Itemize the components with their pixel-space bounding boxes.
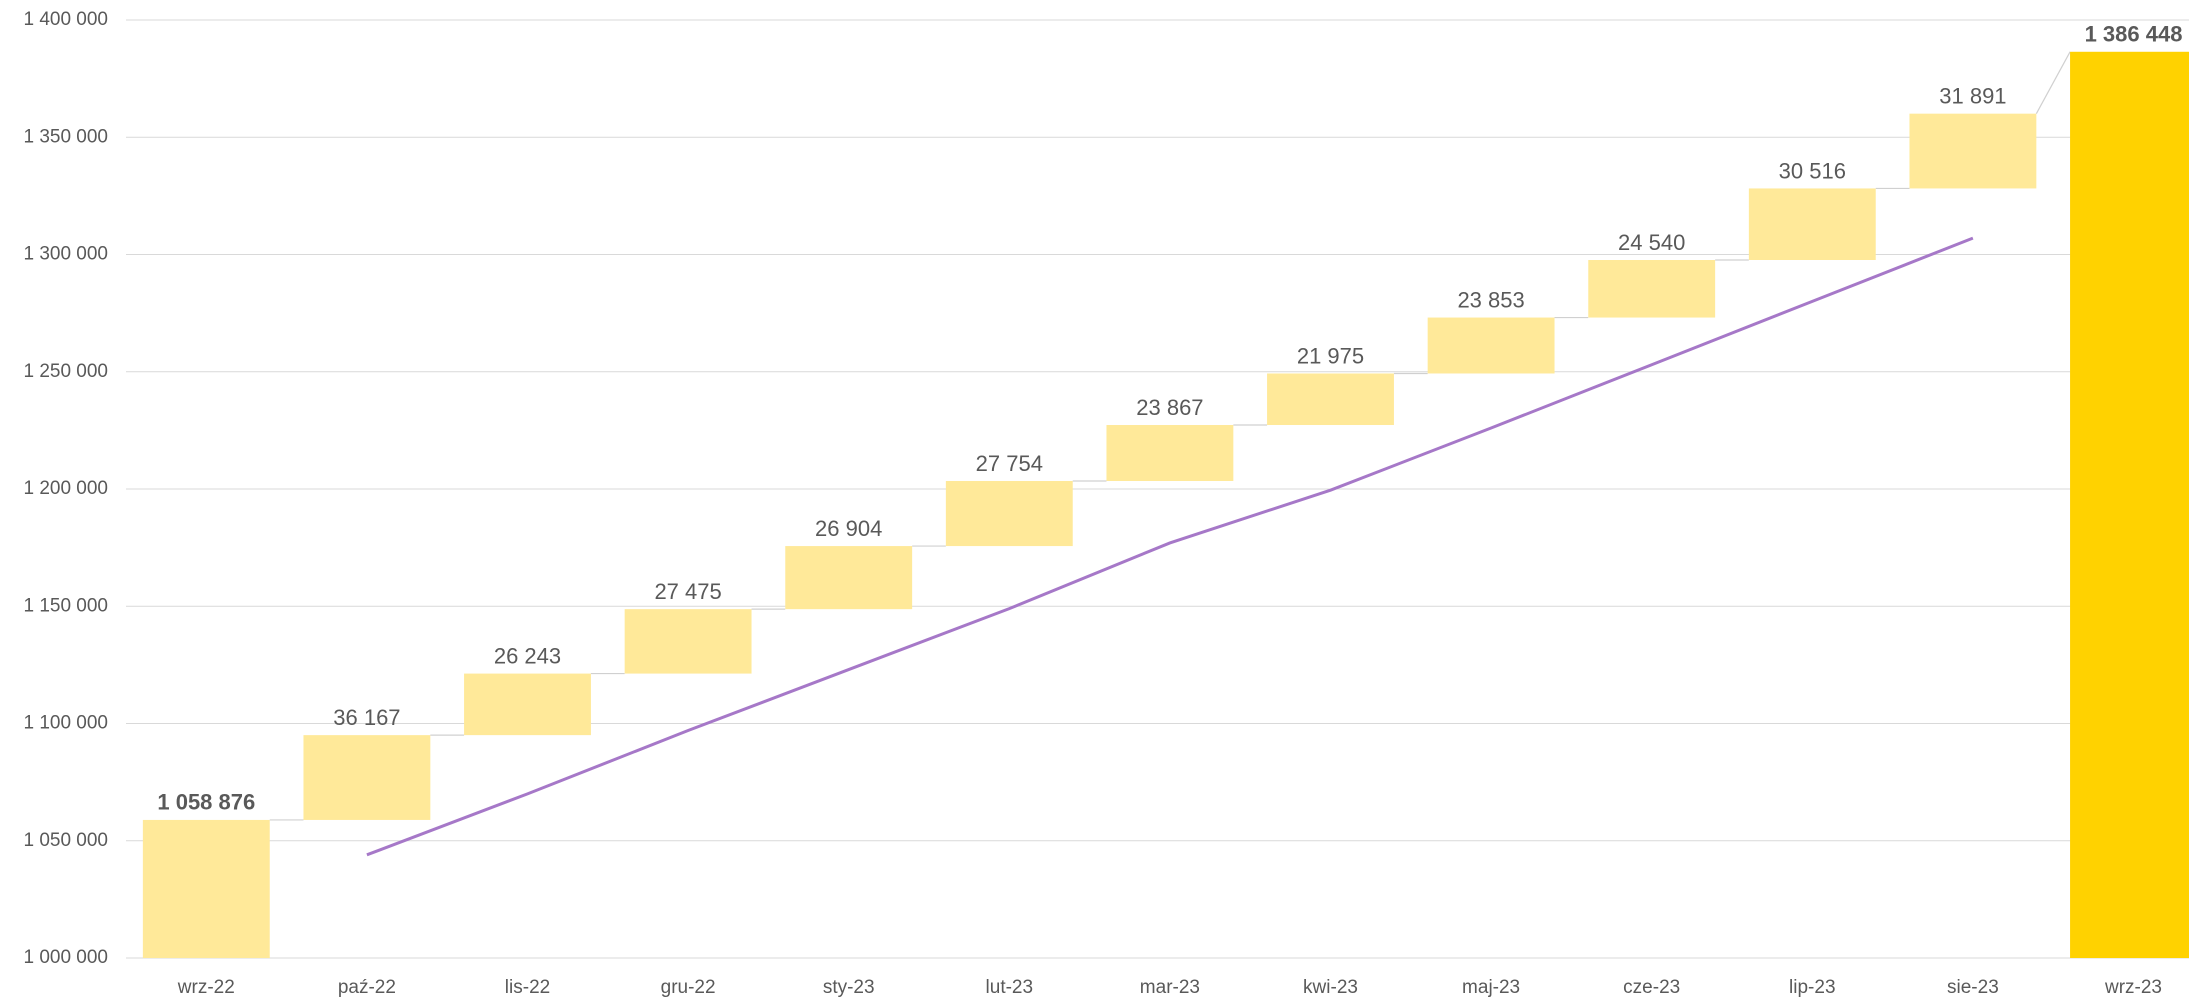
bar	[1106, 425, 1234, 481]
x-tick-label: wrz-23	[2104, 977, 2162, 998]
bar	[624, 609, 752, 674]
x-tick-label: lut-23	[986, 977, 1034, 998]
connector	[2035, 51, 2071, 114]
data-label: 21 975	[1297, 343, 1364, 368]
trend-line	[366, 236, 1974, 857]
bar	[1267, 373, 1394, 426]
x-tick-label: maj-23	[1462, 977, 1520, 998]
y-tick-label: 1 150 000	[23, 595, 108, 616]
y-tick-label: 1 050 000	[23, 830, 108, 851]
x-tick-label: paź-22	[338, 977, 396, 998]
bar	[464, 673, 591, 736]
bar	[1748, 188, 1876, 261]
bar	[785, 546, 913, 610]
data-label: 27 475	[654, 579, 721, 604]
y-tick-label: 1 000 000	[23, 947, 108, 968]
x-tick-label: gru-22	[661, 977, 716, 998]
bar	[1588, 260, 1716, 318]
data-label: 1 386 448	[2085, 22, 2183, 47]
bar	[142, 819, 270, 958]
x-tick-label: mar-23	[1140, 977, 1200, 998]
data-label: 23 867	[1136, 395, 1203, 420]
bar	[1427, 317, 1555, 374]
x-tick-label: wrz-22	[177, 977, 235, 998]
x-tick-label: lip-23	[1789, 977, 1835, 998]
data-label: 30 516	[1779, 158, 1846, 183]
bar	[303, 735, 431, 820]
data-label: 36 167	[333, 705, 400, 730]
data-label: 27 754	[976, 451, 1043, 476]
y-tick-label: 1 350 000	[23, 126, 108, 147]
data-label: 23 853	[1457, 287, 1524, 312]
y-tick-label: 1 200 000	[23, 478, 108, 499]
y-tick-label: 1 100 000	[23, 713, 108, 734]
y-tick-label: 1 400 000	[23, 9, 108, 30]
bar	[2070, 51, 2189, 959]
data-label: 31 891	[1939, 83, 2006, 108]
x-tick-label: lis-22	[505, 977, 550, 998]
data-label: 24 540	[1618, 230, 1685, 255]
y-tick-label: 1 300 000	[23, 244, 108, 265]
bar	[1909, 113, 2037, 189]
data-label: 26 904	[815, 516, 882, 541]
x-tick-label: kwi-23	[1303, 977, 1358, 998]
data-label: 26 243	[494, 643, 561, 668]
x-tick-label: sie-23	[1947, 977, 1999, 998]
data-label: 1 058 876	[157, 790, 255, 815]
y-tick-label: 1 250 000	[23, 361, 108, 382]
bar	[945, 480, 1073, 547]
x-tick-label: sty-23	[823, 977, 875, 998]
x-tick-label: cze-23	[1623, 977, 1680, 998]
